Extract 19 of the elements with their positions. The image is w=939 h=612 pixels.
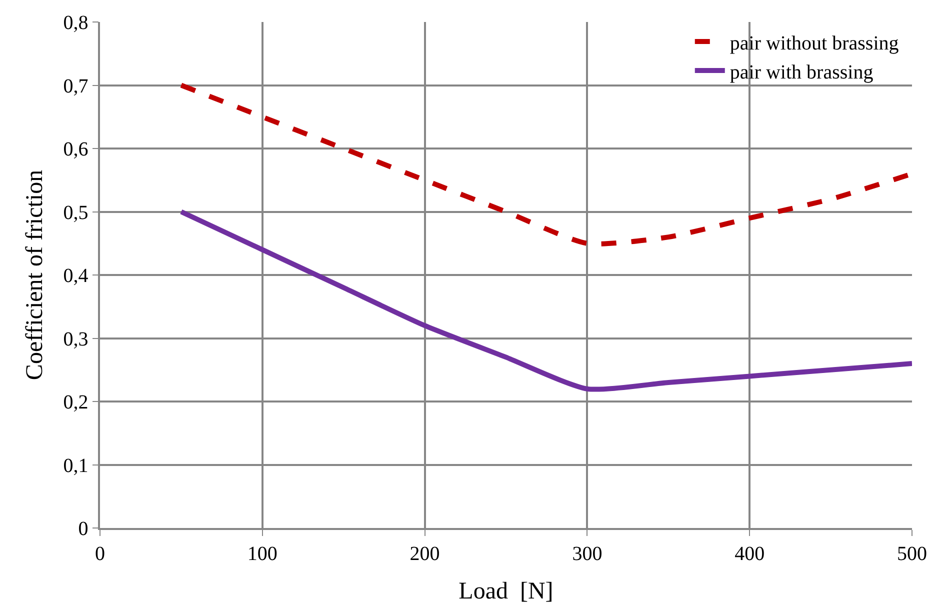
x-tick-label: 200	[410, 542, 440, 565]
legend-label: pair with brassing	[730, 61, 874, 84]
x-tick-label: 0	[95, 542, 105, 565]
legend-label: pair without brassing	[730, 32, 899, 54]
x-tick-label: 300	[572, 542, 602, 565]
y-tick-label: 0,3	[63, 328, 88, 350]
x-axis-title: Load [N]	[458, 578, 554, 605]
y-tick-label: 0	[78, 518, 88, 540]
y-tick-label: 0,5	[63, 202, 88, 224]
x-tick-label: 500	[897, 542, 927, 565]
y-axis-title: Coefficient of friction	[22, 170, 48, 380]
y-tick-label: 0,7	[63, 75, 88, 98]
x-tick-label: 100	[247, 542, 278, 565]
y-tick-label: 0,2	[63, 392, 88, 414]
y-tick-label: 0,1	[63, 454, 88, 477]
y-tick-label: 0,4	[63, 265, 88, 287]
y-tick-label: 0,6	[63, 138, 88, 160]
x-tick-label: 400	[734, 542, 765, 565]
y-tick-label: 0,8	[63, 12, 88, 34]
